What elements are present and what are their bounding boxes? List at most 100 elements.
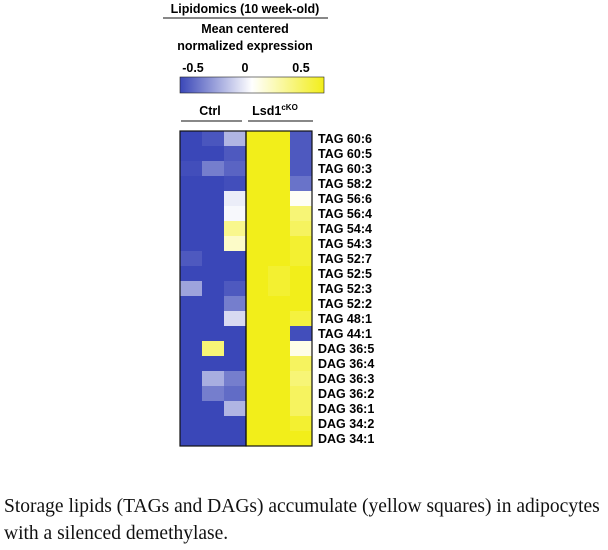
heatmap-cell — [268, 311, 291, 327]
heatmap-cell — [246, 431, 269, 447]
heatmap-cell — [180, 206, 203, 222]
group-label-ctrl: Ctrl — [199, 104, 221, 118]
heatmap-cell — [224, 326, 247, 342]
heatmap-cell — [246, 281, 269, 297]
heatmap-cell — [246, 146, 269, 162]
row-label: DAG 36:5 — [318, 342, 374, 356]
heatmap-cell — [180, 281, 203, 297]
heatmap-cell — [224, 431, 247, 447]
heatmap-cell — [290, 356, 313, 372]
heatmap-cell — [246, 356, 269, 372]
heatmap-cell — [290, 371, 313, 387]
heatmap-cell — [180, 251, 203, 267]
heatmap-cell — [268, 176, 291, 192]
row-label: TAG 52:7 — [318, 252, 372, 266]
heatmap-cell — [180, 416, 203, 432]
row-label: TAG 60:6 — [318, 132, 372, 146]
heatmap-cell — [224, 311, 247, 327]
heatmap-cell — [180, 131, 203, 147]
heatmap-cell — [246, 386, 269, 402]
chart-title: Lipidomics (10 week-old) — [171, 2, 320, 16]
heatmap-cell — [268, 431, 291, 447]
heatmap-cell — [224, 206, 247, 222]
heatmap-cell — [224, 266, 247, 282]
heatmap-cell — [180, 356, 203, 372]
heatmap-cell — [224, 161, 247, 177]
heatmap-cell — [224, 236, 247, 252]
heatmap-cell — [224, 371, 247, 387]
heatmap-cell — [268, 386, 291, 402]
heatmap-cell — [180, 341, 203, 357]
heatmap-cell — [202, 431, 225, 447]
heatmap-cell — [224, 146, 247, 162]
row-label: TAG 60:5 — [318, 147, 372, 161]
heatmap-cell — [180, 191, 203, 207]
heatmap-cell — [180, 386, 203, 402]
heatmap-cell — [268, 371, 291, 387]
heatmap-cell — [268, 221, 291, 237]
heatmap-cell — [180, 146, 203, 162]
heatmap-cell — [202, 416, 225, 432]
row-label: DAG 34:1 — [318, 432, 374, 446]
heatmap-cell — [246, 191, 269, 207]
heatmap-cell — [268, 161, 291, 177]
heatmap-cell — [202, 296, 225, 312]
heatmap-cell — [180, 236, 203, 252]
heatmap-cell — [290, 401, 313, 417]
heatmap-cell — [290, 191, 313, 207]
heatmap-cell — [290, 431, 313, 447]
heatmap-cell — [246, 371, 269, 387]
heatmap-cell — [268, 401, 291, 417]
heatmap-cell — [180, 221, 203, 237]
heatmap-cell — [268, 251, 291, 267]
heatmap-cell — [224, 296, 247, 312]
heatmap-cell — [180, 431, 203, 447]
heatmap-cell — [290, 416, 313, 432]
heatmap-cell — [202, 281, 225, 297]
heatmap-cell — [268, 416, 291, 432]
heatmap-cell — [224, 131, 247, 147]
heatmap-cell — [180, 161, 203, 177]
heatmap-cell — [246, 266, 269, 282]
heatmap-cell — [202, 161, 225, 177]
colorbar — [179, 76, 325, 94]
heatmap-cell — [180, 266, 203, 282]
heatmap-cell — [202, 176, 225, 192]
heatmap-cell — [224, 356, 247, 372]
heatmap-cell — [246, 341, 269, 357]
heatmap-cell — [290, 326, 313, 342]
heatmap-cell — [224, 386, 247, 402]
heatmap-cell — [268, 236, 291, 252]
heatmap-cell — [202, 221, 225, 237]
heatmap-cell — [202, 191, 225, 207]
heatmap-cell — [290, 131, 313, 147]
heatmap-cell — [290, 281, 313, 297]
heatmap-cell — [246, 206, 269, 222]
heatmap-cell — [246, 176, 269, 192]
row-label: TAG 54:3 — [318, 237, 372, 251]
heatmap-cell — [180, 296, 203, 312]
heatmap-cell — [202, 131, 225, 147]
heatmap-cell — [290, 266, 313, 282]
heatmap-cell — [224, 401, 247, 417]
heatmap-cell — [202, 311, 225, 327]
colorbar-tick-label-min: -0.5 — [182, 61, 204, 75]
heatmap-cell — [202, 146, 225, 162]
legend-title-line-2: normalized expression — [177, 39, 312, 53]
heatmap-cell — [224, 221, 247, 237]
row-label: TAG 52:5 — [318, 267, 372, 281]
heatmap-cell — [246, 311, 269, 327]
heatmap-cell — [202, 266, 225, 282]
row-label: TAG 52:3 — [318, 282, 372, 296]
group-label-lsd1-superscript: cKO — [281, 103, 297, 112]
heatmap-cell — [180, 401, 203, 417]
row-label: TAG 56:4 — [318, 207, 372, 221]
heatmap-group-border — [245, 130, 313, 447]
heatmap-cell — [290, 176, 313, 192]
row-label: DAG 36:3 — [318, 372, 374, 386]
heatmap-cell — [246, 131, 269, 147]
heatmap-cell — [246, 251, 269, 267]
row-label: DAG 36:2 — [318, 387, 374, 401]
heatmap-cell — [268, 266, 291, 282]
